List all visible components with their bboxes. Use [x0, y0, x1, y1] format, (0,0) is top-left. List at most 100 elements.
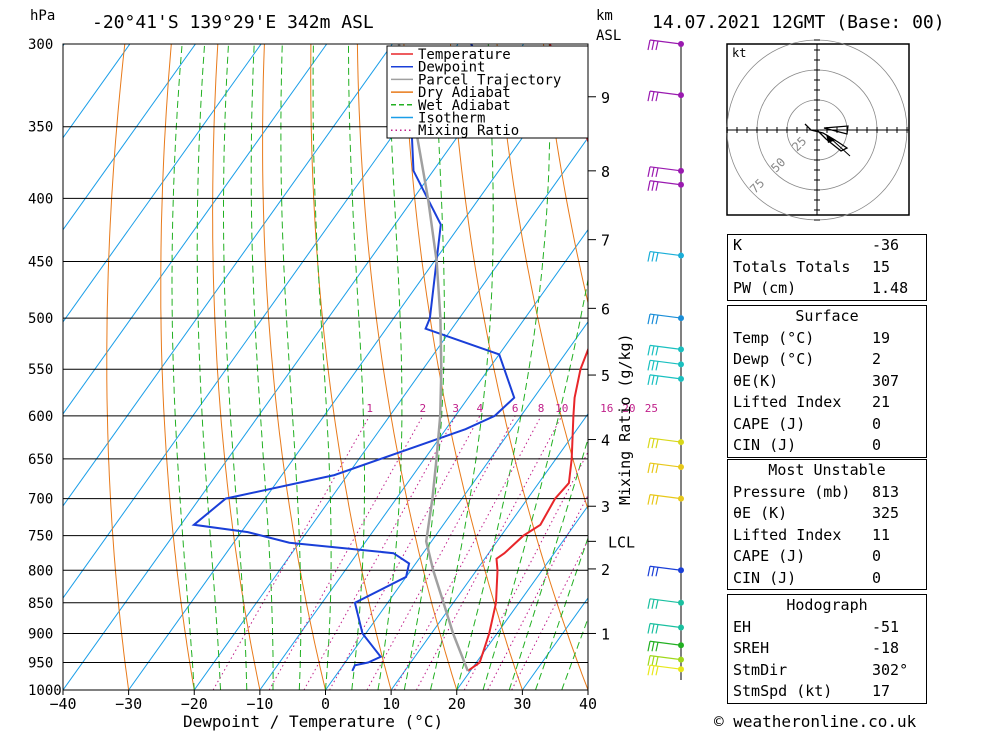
height-tick-label: 5: [601, 367, 610, 385]
mixing-ratio-label: 3: [452, 402, 459, 415]
wind-barb-flag: [655, 624, 659, 634]
sreh-label: SREH: [733, 639, 770, 657]
k-label: K: [733, 236, 743, 254]
height-tick-label: 6: [601, 300, 610, 318]
wind-barb-flag: [655, 181, 659, 191]
x-tick-label: 40: [579, 695, 597, 713]
isotherm-line: [63, 44, 262, 323]
mixing-ratio-label: 4: [477, 402, 484, 415]
wind-barb-flag: [651, 438, 655, 449]
isotherm-line: [63, 44, 328, 415]
surface-cin-label: CIN (J): [733, 436, 797, 454]
wind-barb-shaft: [649, 622, 682, 629]
wind-barb-flag: [647, 665, 651, 676]
wind-barb-shaft: [649, 313, 682, 319]
wind-barb-flag: [651, 167, 655, 177]
mixing-ratio-line: [303, 415, 457, 690]
wind-barb-flag: [655, 666, 659, 676]
wind-barb-flag: [655, 438, 659, 449]
isotherm-line: [456, 505, 588, 690]
dry-adiabat-line: [160, 44, 195, 690]
dry-adiabat-line: [106, 44, 130, 690]
wind-barb-shaft: [649, 374, 682, 380]
wind-barb-flag: [647, 598, 651, 609]
hodograph-table: Hodograph EH -51 SREH -18 StmDir 302° StmSp…: [727, 594, 927, 704]
datetime-title: 14.07.2021 12GMT (Base: 00): [652, 12, 945, 33]
mu-pressure-label: Pressure (mb): [733, 482, 851, 501]
surface-temp-value: 19: [872, 328, 891, 347]
pressure-tick-label: 550: [28, 362, 53, 378]
pressure-tick-label: 900: [28, 626, 53, 642]
mu-cin-label: CIN (J): [733, 568, 797, 587]
wind-barb-flag: [647, 623, 651, 634]
most-unstable-table: Most Unstable Pressure (mb) 813 θE (K) 325…: [727, 459, 927, 590]
isotherm-line: [63, 44, 196, 231]
legend-entry: Mixing Ratio: [418, 123, 519, 139]
wind-barb-shaft: [649, 655, 682, 661]
mixing-ratio-label: 25: [645, 402, 658, 415]
wind-barb-flag: [651, 40, 655, 51]
hodograph-storm-box: [823, 125, 849, 135]
mu-cape-value: 0: [872, 547, 882, 565]
wet-adiabat-line: [535, 536, 588, 690]
mixing-ratio-line: [268, 415, 424, 690]
wind-barb-flag: [651, 375, 655, 386]
x-tick-label: 0: [321, 695, 330, 713]
isotherm-line: [193, 136, 588, 690]
x-tick-label: 30: [513, 695, 531, 713]
wind-barb-flag: [647, 91, 651, 102]
wind-barb-flag: [655, 656, 659, 666]
wind-barb-flag: [647, 494, 651, 505]
wind-barb-shaft: [649, 180, 682, 186]
wind-barb-flag: [655, 463, 659, 474]
mixing-ratio-label: 1: [366, 402, 373, 415]
x-tick-label: 10: [382, 695, 400, 713]
wind-barb-shaft: [649, 437, 682, 443]
isotherm-line: [63, 44, 393, 507]
wind-barb-flag: [651, 91, 655, 102]
pressure-tick-label: 450: [28, 255, 53, 271]
pressure-unit-label: hPa: [30, 8, 55, 24]
wind-barb-shaft: [649, 598, 682, 604]
wind-barb-shaft: [649, 39, 682, 45]
mixing-ratio-label: 6: [512, 402, 519, 415]
mu-li-value: 11: [872, 525, 891, 544]
wind-barb-flag: [655, 361, 659, 371]
wet-adiabat-line: [482, 276, 588, 690]
wind-barb-flag: [647, 345, 651, 356]
hodograph-unit-label: kt: [732, 46, 746, 60]
wind-barb-shaft: [649, 640, 682, 646]
wind-barb-flag: [655, 567, 659, 577]
surface-cape-value: 0: [872, 414, 882, 433]
wind-barb-flag: [655, 92, 659, 102]
surface-table: Surface Temp (°C) 19 Dewp (°C) 2 θE(K) 307 …: [727, 305, 927, 458]
legend-entry: Parcel Trajectory: [418, 72, 561, 88]
pressure-tick-label: 1000: [28, 683, 62, 699]
stmspd-value: 17: [872, 682, 891, 700]
wind-barb-flag: [651, 656, 655, 666]
surface-theta-label: θE(K): [733, 371, 779, 390]
wind-barb-flag: [647, 360, 651, 371]
height-tick-label: 1: [601, 625, 610, 643]
height-unit-label: km: [596, 8, 613, 24]
copyright: © weatheronline.co.uk: [714, 712, 917, 731]
wet-adiabat-line: [171, 44, 195, 690]
wind-barb-shaft: [649, 565, 682, 571]
mu-theta-value: 325: [872, 504, 900, 522]
dry-adiabat-line: [543, 44, 588, 306]
isotherm-line: [63, 44, 525, 690]
pressure-tick-label: 750: [28, 529, 53, 545]
mixing-ratio-label: 8: [538, 402, 545, 415]
plot-frame: [62, 43, 589, 691]
mixing-ratio-line: [511, 539, 588, 690]
pressure-tick-label: 700: [28, 492, 53, 508]
legend-entry: Wet Adiabat: [418, 98, 511, 114]
series-parcel-trajectory: [397, 44, 469, 672]
wind-barb-flag: [651, 463, 655, 474]
wind-barb-shaft: [649, 344, 682, 350]
wind-barb-flag: [651, 345, 655, 356]
legend-entry: Isotherm: [418, 111, 485, 127]
wind-barb-flag: [647, 655, 651, 666]
